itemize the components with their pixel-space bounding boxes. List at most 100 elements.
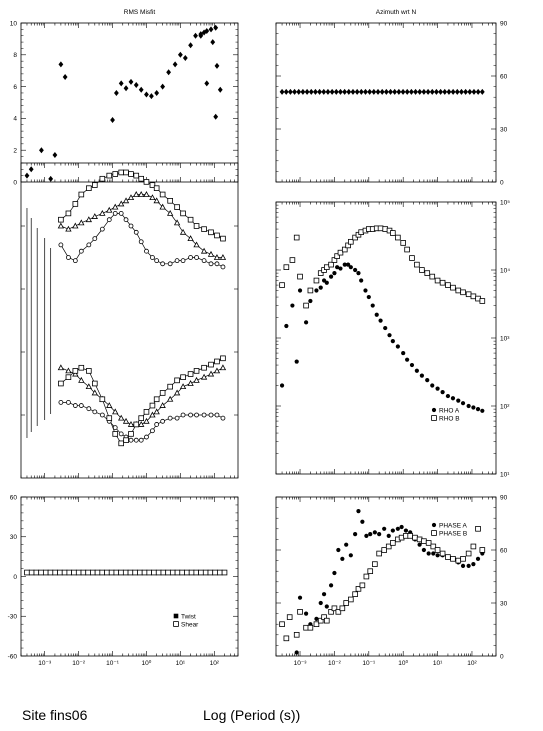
data-point xyxy=(193,32,198,39)
data-point xyxy=(426,551,431,556)
data-point xyxy=(207,370,215,377)
data-point xyxy=(328,274,334,279)
data-point xyxy=(318,600,323,606)
data-point xyxy=(360,519,365,524)
data-point xyxy=(466,563,471,569)
data-point xyxy=(297,288,303,293)
data-point xyxy=(348,238,354,245)
data-point xyxy=(138,86,144,93)
data-point xyxy=(47,569,54,576)
data-point xyxy=(90,569,96,576)
y-tick-label: 10⁴ xyxy=(500,267,510,274)
data-point xyxy=(188,412,193,418)
data-point xyxy=(165,569,171,576)
data-point xyxy=(352,234,358,241)
data-point xyxy=(352,591,358,597)
data-point xyxy=(293,234,300,241)
data-point xyxy=(127,421,135,427)
data-point xyxy=(332,271,337,276)
data-point xyxy=(187,371,194,377)
data-point xyxy=(166,209,174,216)
data-point xyxy=(159,191,166,198)
data-point xyxy=(118,431,124,437)
data-point xyxy=(434,277,441,284)
data-point xyxy=(421,88,427,95)
data-point xyxy=(219,254,227,260)
data-point xyxy=(445,554,451,560)
data-point xyxy=(52,151,58,158)
data-point xyxy=(72,201,79,207)
data-point xyxy=(149,194,156,201)
data-point xyxy=(221,569,228,576)
data-point xyxy=(193,376,200,383)
x-tick-label: 10⁻¹ xyxy=(106,660,120,667)
data-point xyxy=(214,62,220,69)
x-axis-label: Log (Period (s)) xyxy=(203,707,301,723)
legend-label: Shear xyxy=(181,621,199,628)
data-point xyxy=(212,569,218,576)
y-tick-label: 0 xyxy=(13,179,17,186)
data-point xyxy=(414,368,419,373)
data-point xyxy=(374,312,379,317)
data-point xyxy=(463,88,469,95)
data-point xyxy=(434,88,439,95)
data-point xyxy=(198,569,204,576)
y-tick-label: 90 xyxy=(500,20,508,27)
data-point xyxy=(450,284,456,291)
data-point xyxy=(104,569,110,576)
data-point xyxy=(200,247,208,254)
data-point xyxy=(144,434,149,440)
data-point xyxy=(57,569,63,576)
data-point xyxy=(65,367,72,374)
data-point xyxy=(106,415,113,421)
data-point xyxy=(297,609,303,615)
data-point xyxy=(403,528,409,533)
y-tick-label: 90 xyxy=(500,494,508,501)
data-point xyxy=(379,88,385,95)
data-point xyxy=(138,239,144,245)
model-curve xyxy=(60,402,224,441)
data-point xyxy=(85,383,93,390)
data-point xyxy=(154,89,160,96)
data-point xyxy=(94,569,101,576)
data-point xyxy=(304,88,310,95)
data-point xyxy=(112,408,119,415)
data-point xyxy=(475,407,481,412)
data-point xyxy=(388,88,393,95)
data-point xyxy=(377,532,382,537)
x-tick-label: 10⁻² xyxy=(328,660,342,667)
data-point xyxy=(429,88,435,95)
data-point xyxy=(193,569,200,576)
data-point xyxy=(33,569,40,576)
data-point xyxy=(99,175,106,182)
data-point xyxy=(378,318,383,323)
data-point xyxy=(409,255,415,261)
data-point xyxy=(338,266,343,271)
data-point xyxy=(287,88,293,95)
data-point xyxy=(173,389,181,396)
data-point xyxy=(123,437,129,443)
data-point xyxy=(66,399,71,405)
data-point xyxy=(313,621,320,627)
y-tick-label: -30 xyxy=(8,614,18,621)
data-point xyxy=(85,216,93,223)
data-point xyxy=(118,569,124,576)
data-point xyxy=(424,270,431,276)
y-tick-label: 30 xyxy=(10,534,18,541)
data-point xyxy=(128,437,134,443)
y-tick-label: 0 xyxy=(500,179,504,186)
data-point xyxy=(143,191,150,197)
data-point xyxy=(325,88,331,95)
data-point xyxy=(471,405,476,410)
data-point xyxy=(99,569,106,576)
data-point xyxy=(48,175,54,182)
data-point xyxy=(308,298,313,304)
data-point xyxy=(338,88,343,95)
panel-title: Azimuth wrt N xyxy=(376,9,417,16)
data-point xyxy=(355,586,362,592)
data-point xyxy=(169,569,176,576)
y-tick-label: 30 xyxy=(500,126,508,133)
data-point xyxy=(366,294,371,300)
data-point xyxy=(180,374,186,380)
data-point xyxy=(149,93,154,100)
